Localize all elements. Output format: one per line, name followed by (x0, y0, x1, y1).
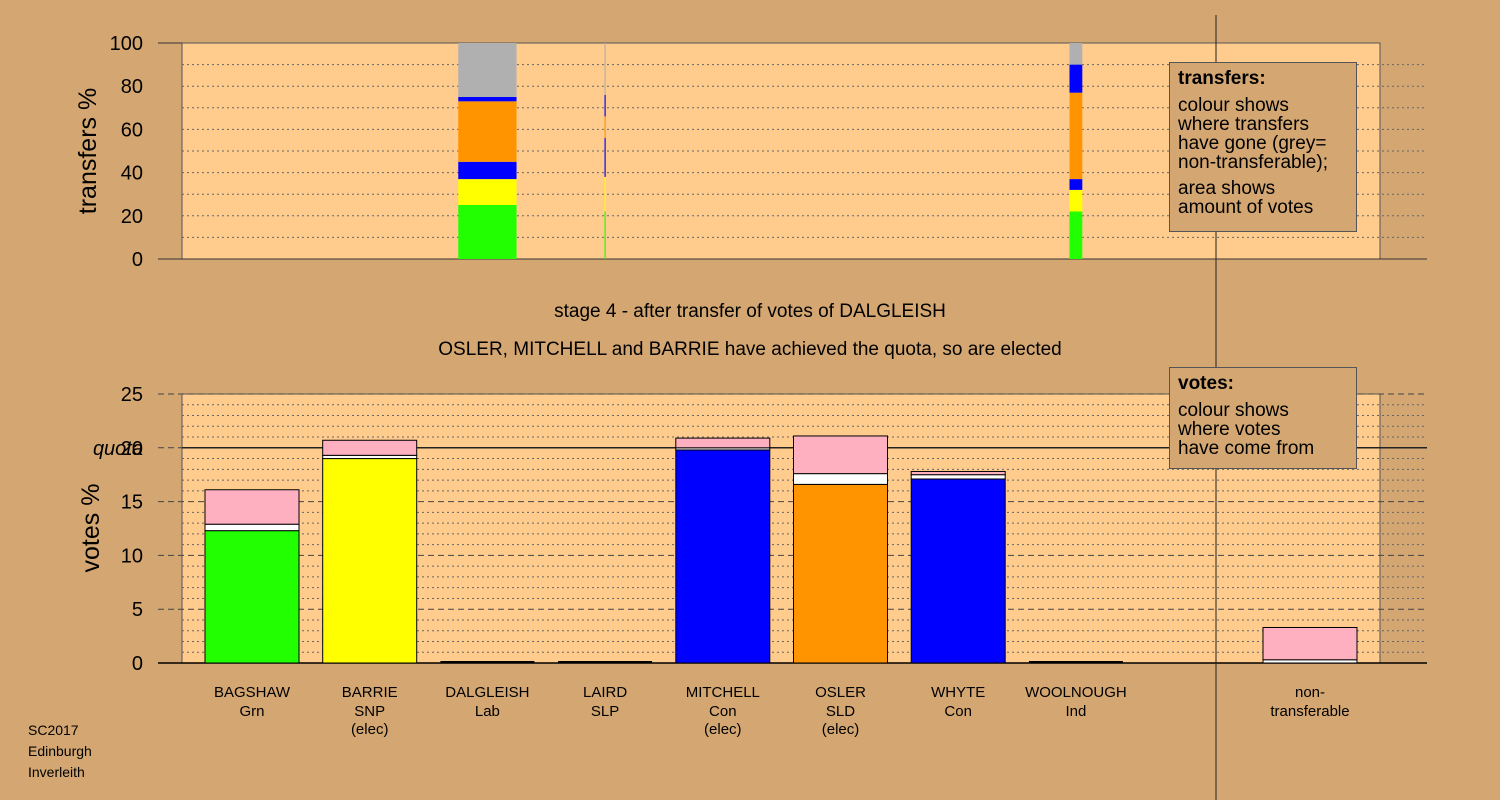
elected-label: (elec) (704, 721, 742, 738)
vote-bar-transfers-barrie (322, 439, 418, 456)
vote-bar-transfers-bagshaw (204, 489, 300, 525)
transfers-axis-title: transfers % (74, 88, 102, 214)
nontransferable-bar (1262, 626, 1358, 661)
candidate-party-label: SNP (354, 703, 385, 720)
candidate-party-label: Lab (475, 703, 500, 720)
votes-tick-label: 0 (132, 653, 143, 675)
votes-tick-label: 20 (121, 438, 143, 460)
transfers-tick-label: 100 (110, 33, 143, 55)
votes-legend-line: have come from (1178, 438, 1315, 459)
candidate-party-label: SLP (591, 703, 619, 720)
footer-ward: Inverleith (28, 764, 85, 780)
votes-tick-label: 5 (132, 599, 143, 621)
transfers-legend-line: non-transferable); (1178, 152, 1328, 173)
votes-axis-title: votes % (77, 484, 105, 573)
transfer-segment-laird (604, 176, 606, 212)
candidate-party-label: SLD (826, 703, 855, 720)
elected-caption: OSLER, MITCHELL and BARRIE have achieved… (438, 339, 1062, 360)
transfer-segment-woolnough (1069, 189, 1083, 212)
nontransferable-label: non- (1295, 684, 1325, 701)
transfers-legend-line: area shows (1178, 178, 1276, 199)
vote-bar-transfers-osler (793, 435, 888, 475)
transfer-segment-woolnough (1069, 43, 1083, 65)
transfer-segment-laird (604, 43, 606, 95)
vote-bar-transfers-whyte (910, 470, 1006, 476)
vote-bar-bagshaw (204, 530, 300, 664)
candidate-name-label: WOOLNOUGH (1025, 684, 1127, 701)
transfers-legend-line: where transfers (1178, 114, 1309, 135)
votes-legend-line: where votes (1178, 419, 1281, 440)
vote-bar-whyte (910, 478, 1006, 664)
transfer-segment-woolnough (1069, 179, 1083, 190)
transfers-tick-label: 80 (121, 76, 143, 98)
votes-legend-title: votes: (1178, 373, 1234, 394)
candidate-name-label: MITCHELL (686, 684, 760, 701)
transfer-segment-laird (604, 116, 606, 139)
transfer-segment-dalgleish (458, 179, 517, 205)
candidate-name-label: DALGLEISH (445, 684, 529, 701)
vote-bar-transfers-mitchell (675, 437, 771, 449)
transfer-segment-dalgleish (458, 205, 517, 259)
transfer-segment-woolnough (1069, 211, 1083, 259)
candidate-name-label: BAGSHAW (214, 684, 291, 701)
vote-bar-surplus-whyte (910, 474, 1006, 480)
vote-bar-osler (793, 483, 888, 664)
transfers-tick-label: 0 (132, 249, 143, 271)
candidate-name-label: LAIRD (583, 684, 627, 701)
stage-caption: stage 4 - after transfer of votes of DAL… (554, 301, 946, 322)
candidate-party-label: Con (944, 703, 972, 720)
votes-legend: votes: colour shows where votes have com… (1169, 367, 1357, 469)
transfers-tick-label: 60 (121, 119, 143, 141)
transfer-segment-dalgleish (458, 97, 517, 102)
elected-label: (elec) (351, 721, 389, 738)
transfer-segment-woolnough (1069, 64, 1083, 93)
candidate-party-label: Ind (1065, 703, 1086, 720)
transfers-legend-line: colour shows (1178, 95, 1289, 116)
transfer-segment-dalgleish (458, 161, 517, 180)
footer-council: Edinburgh (28, 743, 92, 759)
transfers-legend-line: have gone (grey= (1178, 133, 1327, 154)
transfers-legend-line: amount of votes (1178, 197, 1314, 218)
footer: SC2017 Edinburgh Inverleith (28, 720, 92, 783)
candidate-name-label: OSLER (815, 684, 866, 701)
vote-bar-barrie (322, 458, 418, 664)
candidate-party-label: Grn (239, 703, 264, 720)
footer-election: SC2017 (28, 722, 79, 738)
transfers-legend: transfers: colour shows where transfers … (1169, 62, 1357, 232)
vote-bar-surplus-bagshaw (204, 523, 300, 532)
vote-bar-mitchell (675, 449, 771, 664)
transfer-segment-dalgleish (458, 43, 517, 97)
transfer-segment-dalgleish (458, 101, 517, 162)
elected-label: (elec) (822, 721, 860, 738)
votes-tick-label: 15 (121, 492, 143, 514)
transfer-segment-laird (604, 94, 606, 117)
votes-legend-line: colour shows (1178, 400, 1289, 421)
votes-tick-label: 25 (121, 384, 143, 406)
transfer-segment-laird (604, 211, 606, 259)
transfers-tick-label: 20 (121, 206, 143, 228)
votes-tick-label: 10 (121, 545, 143, 567)
transfer-segment-woolnough (1069, 92, 1083, 180)
quota-label: quota (93, 438, 143, 460)
candidate-name-label: WHYTE (931, 684, 985, 701)
candidate-party-label: Con (709, 703, 737, 720)
transfers-legend-title: transfers: (1178, 68, 1266, 89)
transfer-segment-laird (604, 138, 606, 177)
candidate-name-label: BARRIE (342, 684, 398, 701)
nontransferable-label: transferable (1270, 703, 1349, 720)
transfers-tick-label: 40 (121, 163, 143, 185)
vote-bar-surplus-osler (793, 473, 888, 485)
